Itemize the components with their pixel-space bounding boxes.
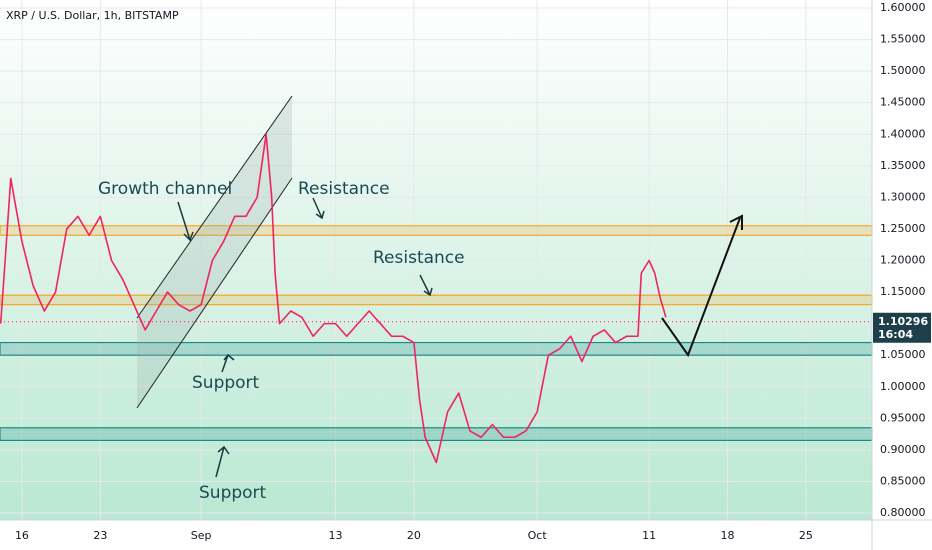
annotation: Growth channel [98, 179, 232, 199]
y-tick-label: 1.35000 [880, 159, 926, 172]
x-tick-label: 20 [407, 529, 421, 542]
annotation: Resistance [298, 179, 390, 199]
last-price-box [873, 312, 931, 343]
arrow [215, 445, 230, 478]
price-line [0, 133, 667, 464]
annotation: Resistance [373, 248, 465, 268]
annotation: Support [192, 373, 260, 393]
y-tick-label: 1.60000 [880, 1, 926, 14]
y-tick-label: 1.40000 [880, 127, 926, 140]
x-tick-label: 16 [15, 529, 29, 542]
channel-fill [137, 96, 292, 408]
y-tick-label: 0.90000 [880, 443, 926, 456]
y-tick-label: 1.55000 [880, 33, 926, 46]
y-tick-label: 1.30000 [880, 190, 926, 203]
x-tick-label: 13 [329, 529, 343, 542]
channel-line [136, 177, 293, 409]
x-tick-label: Sep [191, 529, 212, 542]
last-price-label: 1.10296 [878, 315, 928, 328]
zone [0, 427, 873, 442]
y-tick-label: 0.85000 [880, 474, 926, 487]
y-tick-label: 1.20000 [880, 254, 926, 267]
chart-title: XRP / U.S. Dollar, 1h, BITSTAMP [6, 9, 179, 22]
arrow [177, 201, 194, 242]
annotation: Support [199, 483, 267, 503]
y-tick-label: 1.50000 [880, 64, 926, 77]
x-tick-label: 11 [642, 529, 656, 542]
y-tick-label: 1.25000 [880, 222, 926, 235]
arrow [312, 197, 325, 220]
zone [0, 341, 873, 356]
channel-line [136, 95, 293, 319]
x-tick-label: Oct [528, 529, 548, 542]
arrow [221, 353, 235, 373]
y-tick-label: 1.05000 [880, 348, 926, 361]
projection-arrowhead [729, 214, 743, 230]
x-tick-label: 25 [799, 529, 813, 542]
x-tick-label: 23 [93, 529, 107, 542]
y-tick-label: 1.00000 [880, 380, 926, 393]
projection-path [661, 217, 741, 358]
last-time-label: 16:04 [878, 328, 913, 341]
y-tick-label: 0.80000 [880, 506, 926, 519]
y-tick-label: 1.15000 [880, 285, 926, 298]
y-tick-label: 0.95000 [880, 411, 926, 424]
y-tick-label: 1.45000 [880, 96, 926, 109]
x-tick-label: 18 [721, 529, 735, 542]
arrow [419, 274, 433, 297]
